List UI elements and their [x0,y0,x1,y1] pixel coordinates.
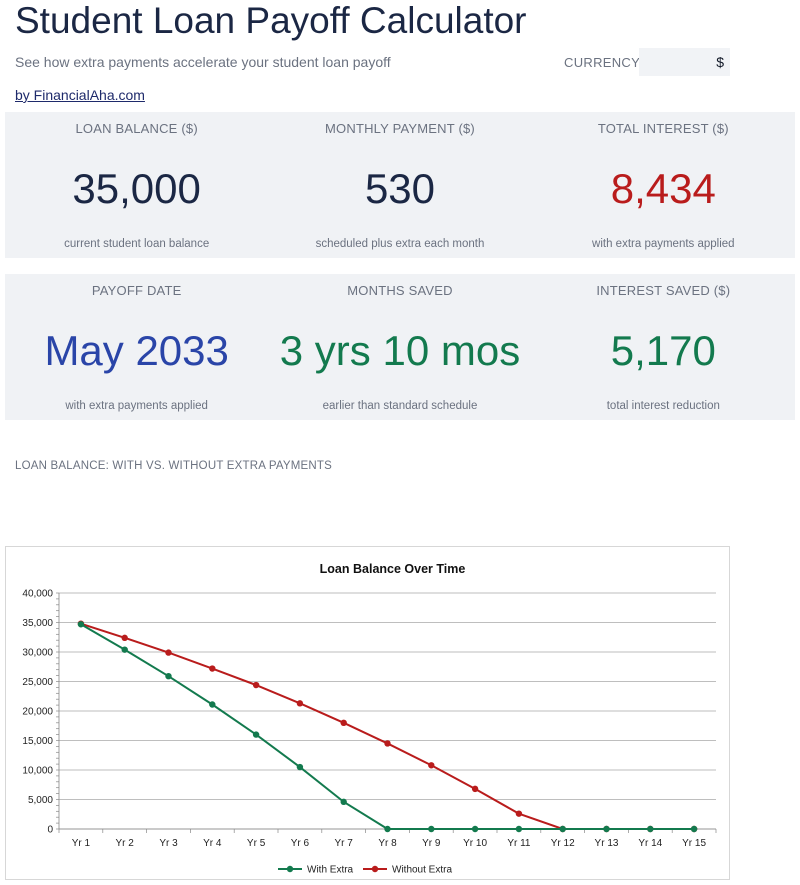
loan-balance-card: LOAN BALANCE ($) 35,000 current student … [5,112,268,258]
y-tick-label: 5,000 [28,795,53,806]
card-value: 3 yrs 10 mos [279,327,521,374]
y-tick-label: 40,000 [22,589,53,600]
x-tick-label: Yr 5 [247,838,266,849]
series-without-extra-point [384,740,391,747]
series-with-extra-point [340,798,347,806]
monthly-payment-card: MONTHLY PAYMENT ($) 530 scheduled plus e… [268,112,531,258]
card-note: total interest reduction [606,400,720,412]
series-with-extra-point [559,825,566,833]
y-tick-label: 20,000 [22,707,53,718]
card-note: current student loan balance [64,238,210,250]
byline-link[interactable]: by FinancialAha.com [15,87,145,103]
series-without-extra-point [165,649,172,656]
x-tick-label: Yr 14 [638,838,662,849]
card-label: MONTHLY PAYMENT ($) [325,121,475,136]
series-with-extra-point [296,763,304,771]
total-interest-card: TOTAL INTEREST ($) 8,434 with extra paym… [532,112,795,258]
legend-swatch-point [286,865,294,873]
y-tick-label: 30,000 [22,648,53,659]
y-tick-label: 0 [47,825,53,836]
series-without-extra-point [428,762,435,769]
legend-label: With Extra [307,865,354,876]
x-tick-label: Yr 8 [378,838,397,849]
card-value: 5,170 [610,327,716,374]
card-value: 530 [364,165,436,212]
page-title: Student Loan Payoff Calculator [15,0,527,41]
series-with-extra-point [603,825,610,833]
card-value: May 2033 [44,327,229,374]
card-label: TOTAL INTEREST ($) [597,121,729,136]
currency-input[interactable] [639,48,730,76]
chart-title: Loan Balance Over Time [320,562,466,576]
series-without-extra-point [121,634,128,642]
series-without-extra-point [515,810,523,817]
x-tick-label: Yr 15 [682,838,706,849]
card-note: earlier than standard schedule [322,400,478,412]
card-label: PAYOFF DATE [91,283,182,298]
x-tick-label: Yr 7 [335,838,354,849]
x-tick-label: Yr 13 [595,838,619,849]
loan-balance-chart: Loan Balance Over Time 0 5,000 10,000 15,000… [5,546,730,880]
legend-label: Without Extra [392,865,452,876]
y-tick-label: 25,000 [22,677,53,688]
card-value: 35,000 [72,165,201,212]
series-with-extra-point [471,825,479,833]
payoff-date-card: PAYOFF DATE May 2033 with extra payments… [5,274,268,420]
card-label: LOAN BALANCE ($) [75,121,198,136]
y-tick-label: 35,000 [22,618,53,629]
x-tick-label: Yr 10 [463,838,487,849]
series-with-extra-point [384,825,391,833]
summary-row-1: LOAN BALANCE ($) 35,000 current student … [5,112,795,258]
series-with-extra-point [165,672,172,680]
x-tick-label: Yr 3 [159,838,178,849]
y-tick-label: 15,000 [22,736,53,747]
series-with-extra-point [209,701,216,708]
series-without-extra-point [252,681,260,689]
series-without-extra-point [340,719,347,726]
x-tick-label: Yr 9 [422,838,441,849]
months-saved-card: MONTHS SAVED 3 yrs 10 mos earlier than s… [268,274,531,420]
series-with-extra-point [252,731,260,738]
summary-row-2: PAYOFF DATE May 2033 with extra payments… [5,274,795,420]
card-note: with extra payments applied [65,400,208,412]
x-tick-label: Yr 2 [116,838,135,849]
card-note: scheduled plus extra each month [315,238,485,250]
series-without-extra-point [471,785,479,793]
series-with-extra-point [77,621,85,628]
series-with-extra-point [515,825,523,833]
x-tick-label: Yr 1 [72,838,91,849]
x-tick-label: Yr 4 [203,838,222,849]
card-value: 8,434 [610,165,716,212]
series-without-extra-line [80,622,695,830]
series-with-extra-point [690,825,698,833]
x-tick-label: Yr 6 [291,838,310,849]
x-tick-label: Yr 12 [551,838,575,849]
card-note: with extra payments applied [592,238,735,250]
interest-saved-card: INTEREST SAVED ($) 5,170 total interest … [532,274,795,420]
page-subtitle: See how extra payments accelerate your s… [15,54,391,70]
series-with-extra-point [647,825,654,833]
legend-swatch-point [371,865,379,873]
series-with-extra-point [121,646,128,653]
card-label: MONTHS SAVED [347,283,453,298]
series-without-extra-point [209,665,216,672]
series-with-extra-point [428,825,435,833]
series-without-extra-point [296,700,304,707]
chart-svg: Loan Balance Over Time 0 5,000 10,000 15,000… [22,562,717,876]
x-tick-label: Yr 11 [507,838,531,849]
card-label: INTEREST SAVED ($) [596,283,731,298]
currency-label: CURRENCY [564,55,641,70]
chart-section-label: LOAN BALANCE: WITH VS. WITHOUT EXTRA PAY… [15,460,332,472]
y-tick-label: 10,000 [22,766,53,777]
